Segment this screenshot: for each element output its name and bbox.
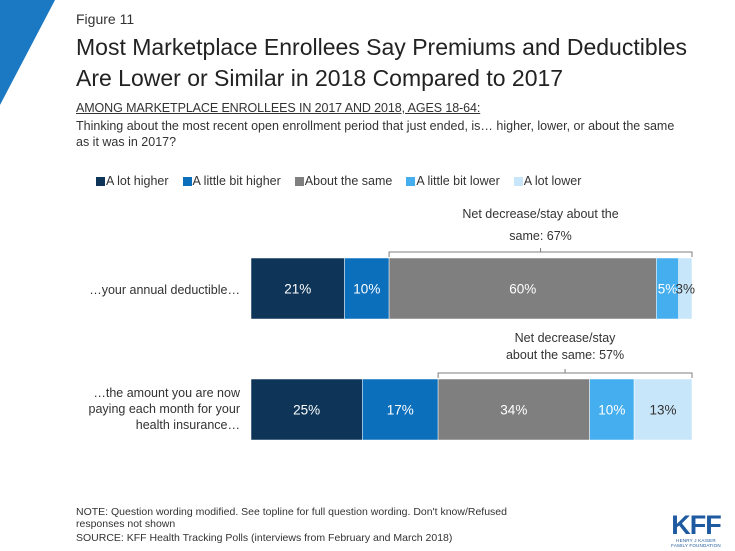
bar-segment xyxy=(437,378,590,441)
bar-data-label: 10% xyxy=(598,403,625,418)
legend-label: A little bit lower xyxy=(416,174,500,188)
annotation-text: about the same: 57% xyxy=(506,348,624,362)
annotation-text: Net decrease/stay about the xyxy=(462,207,618,221)
logo-subline-2: FAMILY FOUNDATION xyxy=(671,543,721,548)
legend-item-a-little-higher: A little bit higher xyxy=(182,174,281,188)
annotation-bracket xyxy=(388,248,693,257)
legend-item-a-little-lower: A little bit lower xyxy=(406,174,500,188)
legend-label: About the same xyxy=(304,174,393,188)
bar-data-label: 25% xyxy=(293,403,320,418)
bar-segment xyxy=(589,378,635,441)
chart-title: Most Marketplace Enrollees Say Premiums … xyxy=(76,34,688,91)
legend-label: A lot higher xyxy=(106,174,169,188)
bar-segment xyxy=(388,257,657,320)
chart-subtitle: AMONG MARKETPLACE ENROLLEES IN 2017 AND … xyxy=(76,101,481,115)
bar-data-label: 3% xyxy=(676,282,696,297)
bar-data-label: 5% xyxy=(658,282,678,297)
bar-segment xyxy=(633,378,693,441)
bar-segment xyxy=(344,257,390,320)
chart-source: SOURCE: KFF Health Tracking Polls (inter… xyxy=(76,532,453,544)
legend-swatch xyxy=(96,176,105,186)
legend-label: A lot lower xyxy=(523,174,582,188)
bar-data-label: 60% xyxy=(509,282,536,297)
survey-question: Thinking about the most recent open enro… xyxy=(76,119,675,149)
kff-logo: KFF HENRY J KAISER FAMILY FOUNDATION xyxy=(666,510,726,549)
legend-swatch xyxy=(182,176,192,186)
legend-item-about-same: About the same xyxy=(294,174,393,188)
bar-segment xyxy=(362,378,439,441)
annotation-bracket xyxy=(437,369,693,378)
legend-label: A little bit higher xyxy=(192,174,281,188)
chart-note: NOTE: Question wording modified. See top… xyxy=(76,506,507,530)
bar-segment xyxy=(678,257,693,320)
stacked-bar-chart: 21% 10% 60% 5%3% 25% 17% 34% 10% 13% Net decrease… xyxy=(250,207,696,441)
legend-swatch xyxy=(406,176,416,186)
figure-label: Figure 11 xyxy=(76,11,135,27)
bar-data-label: 13% xyxy=(650,403,677,418)
row-label-deductible: …your annual deductible… xyxy=(89,283,240,297)
legend-item-a-lot-lower: A lot lower xyxy=(513,174,582,188)
bar-segment xyxy=(250,257,345,320)
bar-segment xyxy=(250,378,363,441)
bar-data-label: 34% xyxy=(500,403,527,418)
bar-data-label: 17% xyxy=(387,403,414,418)
row-label-monthly-premium: …the amount you are now paying each mont… xyxy=(88,386,240,432)
legend-item-a-lot-higher: A lot higher xyxy=(96,174,169,188)
corner-accent-shape xyxy=(0,0,55,105)
bar-data-label: 10% xyxy=(353,282,380,297)
chart-legend: A lot higher A little bit higher About t… xyxy=(96,174,581,188)
logo-subline-1: HENRY J KAISER xyxy=(676,538,716,543)
logo-wordmark: KFF xyxy=(671,510,721,540)
legend-swatch xyxy=(294,176,304,186)
annotation-text: Net decrease/stay xyxy=(515,331,616,345)
legend-swatch xyxy=(513,176,523,186)
bar-data-label: 21% xyxy=(284,282,311,297)
annotation-text: same: 67% xyxy=(509,229,572,243)
